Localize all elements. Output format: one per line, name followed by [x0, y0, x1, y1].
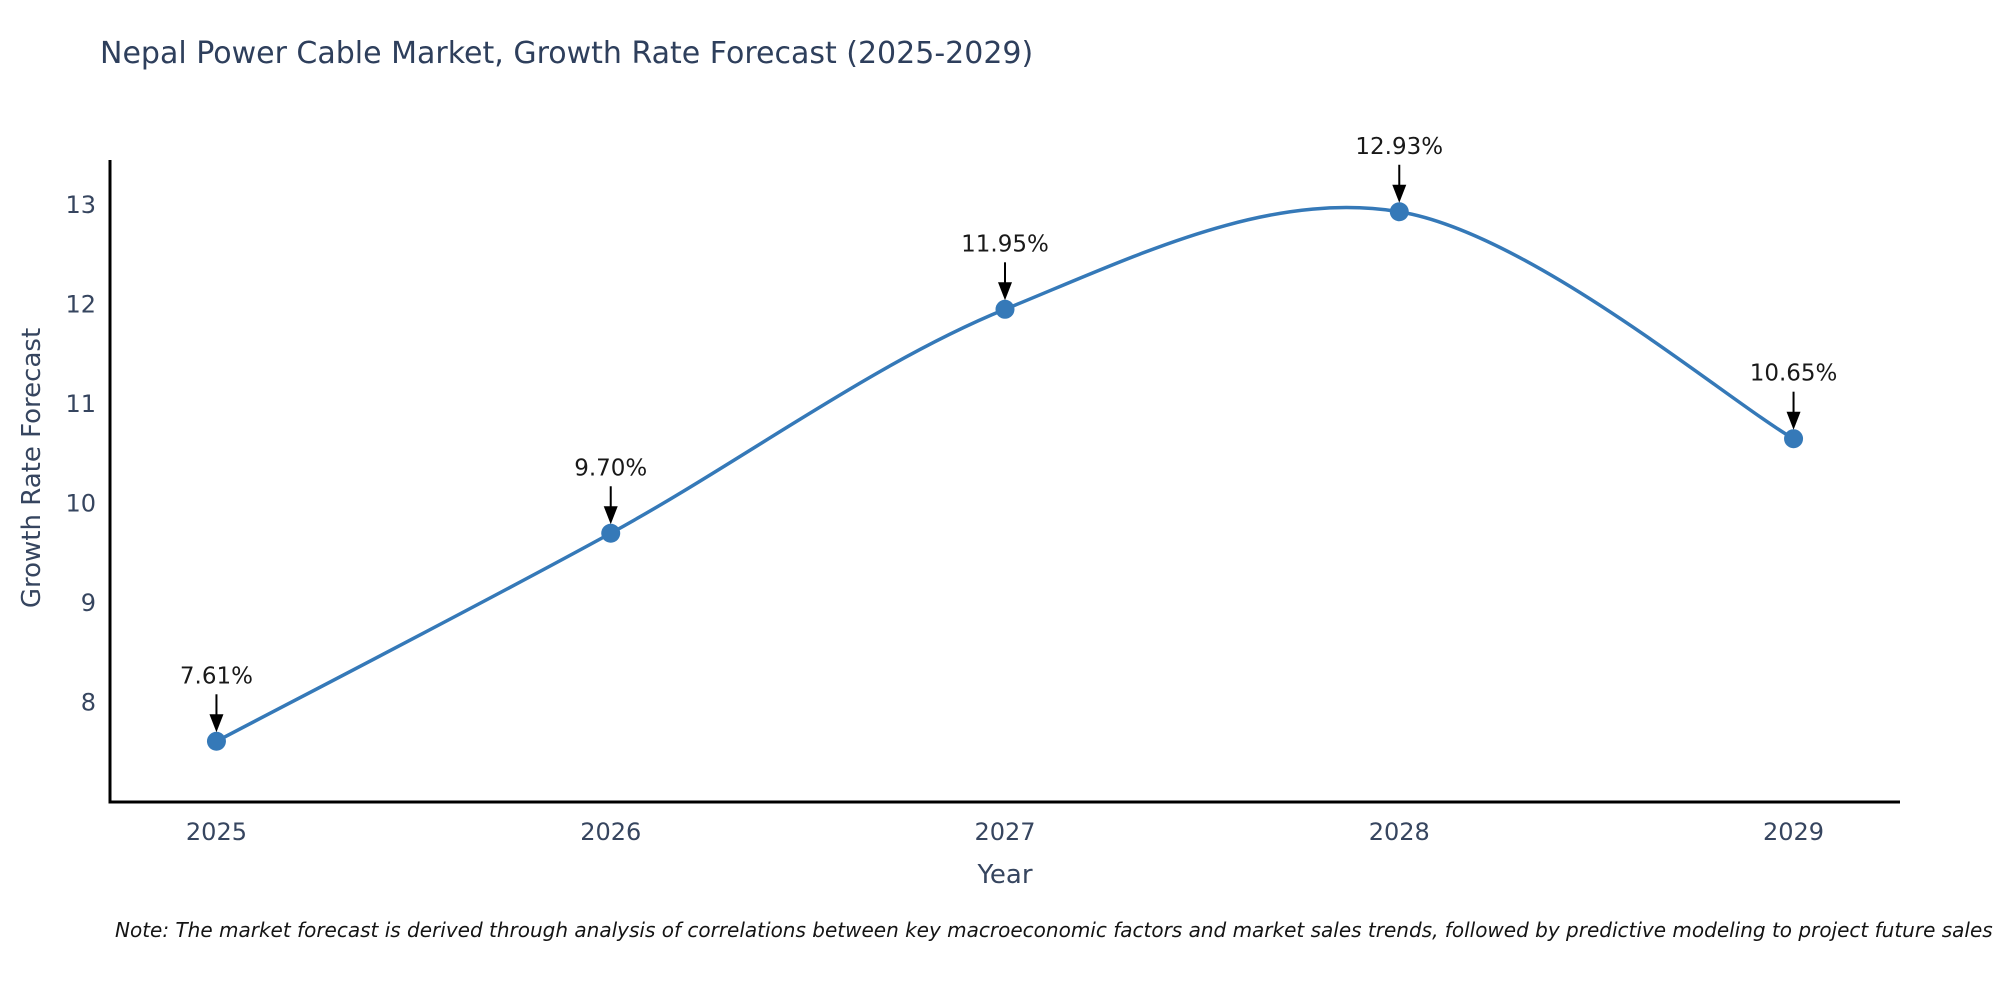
- y-tick-label: 12: [65, 290, 96, 318]
- y-tick-label: 10: [65, 489, 96, 517]
- y-tick-label: 9: [81, 589, 96, 617]
- data-point-marker: [1389, 202, 1409, 222]
- annotation-arrow-head-icon: [1786, 411, 1801, 430]
- annotation-arrow-head-icon: [1392, 184, 1407, 203]
- footnote: Note: The market forecast is derived thr…: [115, 918, 1993, 942]
- data-point-value-label: 10.65%: [1750, 361, 1838, 387]
- x-axis-label: Year: [977, 860, 1033, 890]
- x-tick-label: 2029: [1763, 818, 1824, 846]
- axis-spines: [108, 160, 1900, 804]
- data-point-value-label: 12.93%: [1355, 134, 1443, 160]
- data-point-marker: [995, 299, 1015, 319]
- x-tick-label: 2028: [1369, 818, 1430, 846]
- annotation-arrow-head-icon: [603, 506, 618, 525]
- data-point-value-label: 9.70%: [574, 455, 647, 481]
- x-tick-label: 2025: [186, 818, 247, 846]
- data-point-marker: [601, 523, 621, 543]
- annotation-arrow-head-icon: [209, 714, 224, 733]
- y-tick-label: 8: [81, 688, 96, 716]
- data-point-marker: [206, 731, 226, 751]
- chart-title: Nepal Power Cable Market, Growth Rate Fo…: [100, 36, 1034, 71]
- x-tick-label: 2027: [974, 818, 1035, 846]
- y-tick-label: 13: [65, 191, 96, 219]
- data-point-value-label: 11.95%: [961, 231, 1049, 257]
- y-tick-label: 11: [65, 390, 96, 418]
- annotation-arrow-head-icon: [998, 282, 1012, 301]
- data-point-value-label: 7.61%: [180, 663, 253, 689]
- x-tick-label: 2026: [580, 818, 641, 846]
- data-point-marker: [1784, 429, 1804, 449]
